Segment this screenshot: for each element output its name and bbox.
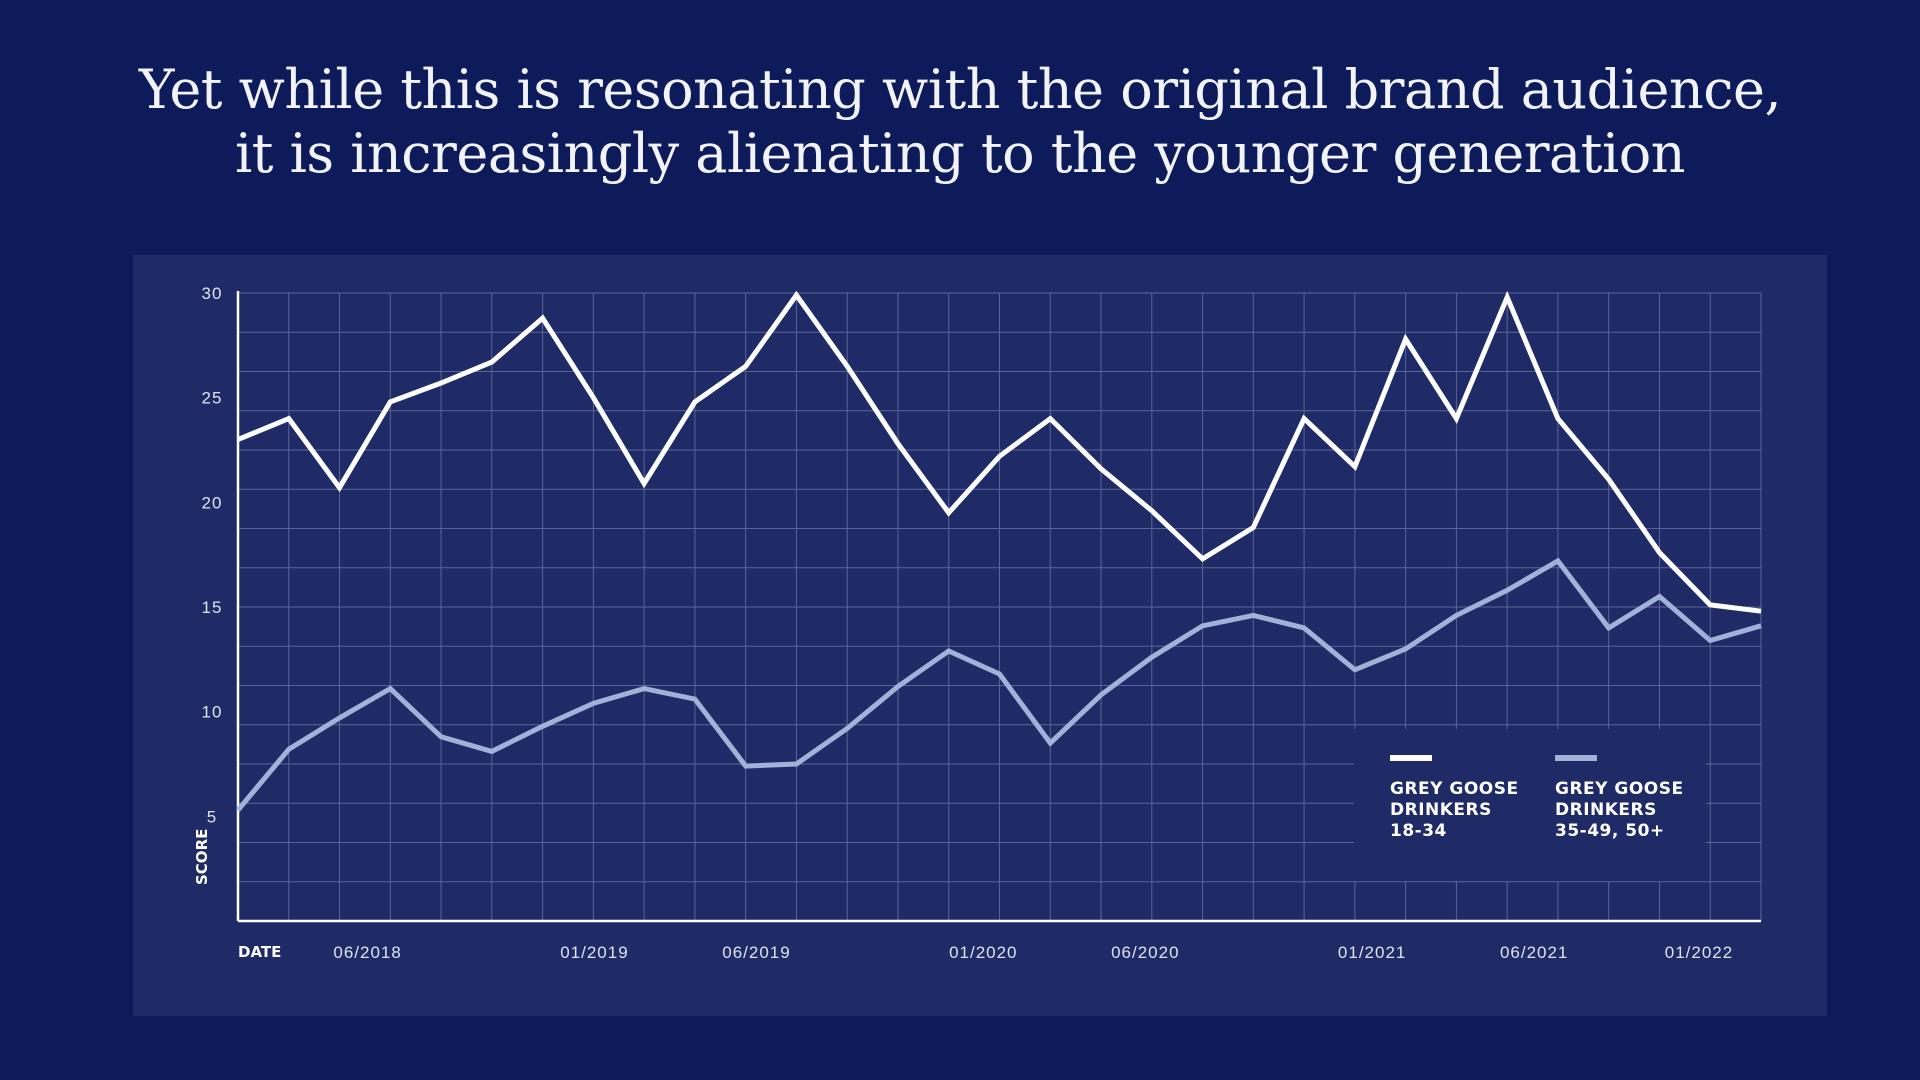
series-lines: [236, 290, 1762, 812]
legend-label: 18-34: [1390, 821, 1447, 841]
axes: [236, 291, 1761, 923]
x-tick-label: 01/2019: [560, 943, 628, 962]
legend-label: GREY GOOSE: [1390, 779, 1519, 799]
x-tick-label: 01/2020: [949, 943, 1017, 962]
legend-label: DRINKERS: [1555, 800, 1657, 820]
x-tick-label: 06/2018: [333, 943, 401, 962]
y-tick-label: 30: [202, 284, 223, 303]
x-axis-label: DATE: [238, 943, 281, 961]
x-tick-label: 01/2022: [1665, 943, 1733, 962]
series-line-young: [237, 290, 1762, 614]
headline-line-2: it is increasingly alienating to the you…: [234, 122, 1686, 185]
y-tick-labels: 5 10 15 20 25 30: [202, 284, 223, 826]
y-tick-label: 15: [202, 598, 223, 617]
y-tick-label: 25: [202, 389, 223, 408]
x-tick-label: 06/2021: [1500, 943, 1568, 962]
y-tick-label: 20: [202, 493, 223, 512]
line-chart: 5 10 15 20 25 30 06/2018 01/2019 06/2019 01/2020…: [193, 284, 1762, 962]
x-tick-label: 01/2021: [1338, 943, 1406, 962]
legend-box: [1354, 729, 1706, 881]
headline-line-1: Yet while this is resonating with the or…: [138, 58, 1782, 121]
y-axis-label: SCORE: [193, 829, 211, 885]
x-tick-label: 06/2019: [722, 943, 790, 962]
headline: Yet while this is resonating with the or…: [0, 58, 1920, 186]
legend-label: 35-49, 50+: [1555, 821, 1665, 841]
y-tick-label: 10: [202, 703, 223, 722]
legend-label: GREY GOOSE: [1555, 779, 1684, 799]
chart-panel: 5 10 15 20 25 30 06/2018 01/2019 06/2019 01/2020…: [133, 255, 1827, 1016]
series-line-older: [236, 557, 1762, 812]
x-tick-label: 06/2020: [1111, 943, 1179, 962]
x-tick-labels: 06/2018 01/2019 06/2019 01/2020 06/2020 01/20…: [333, 943, 1733, 962]
y-tick-label: 5: [207, 807, 217, 826]
legend-label: DRINKERS: [1390, 800, 1492, 820]
